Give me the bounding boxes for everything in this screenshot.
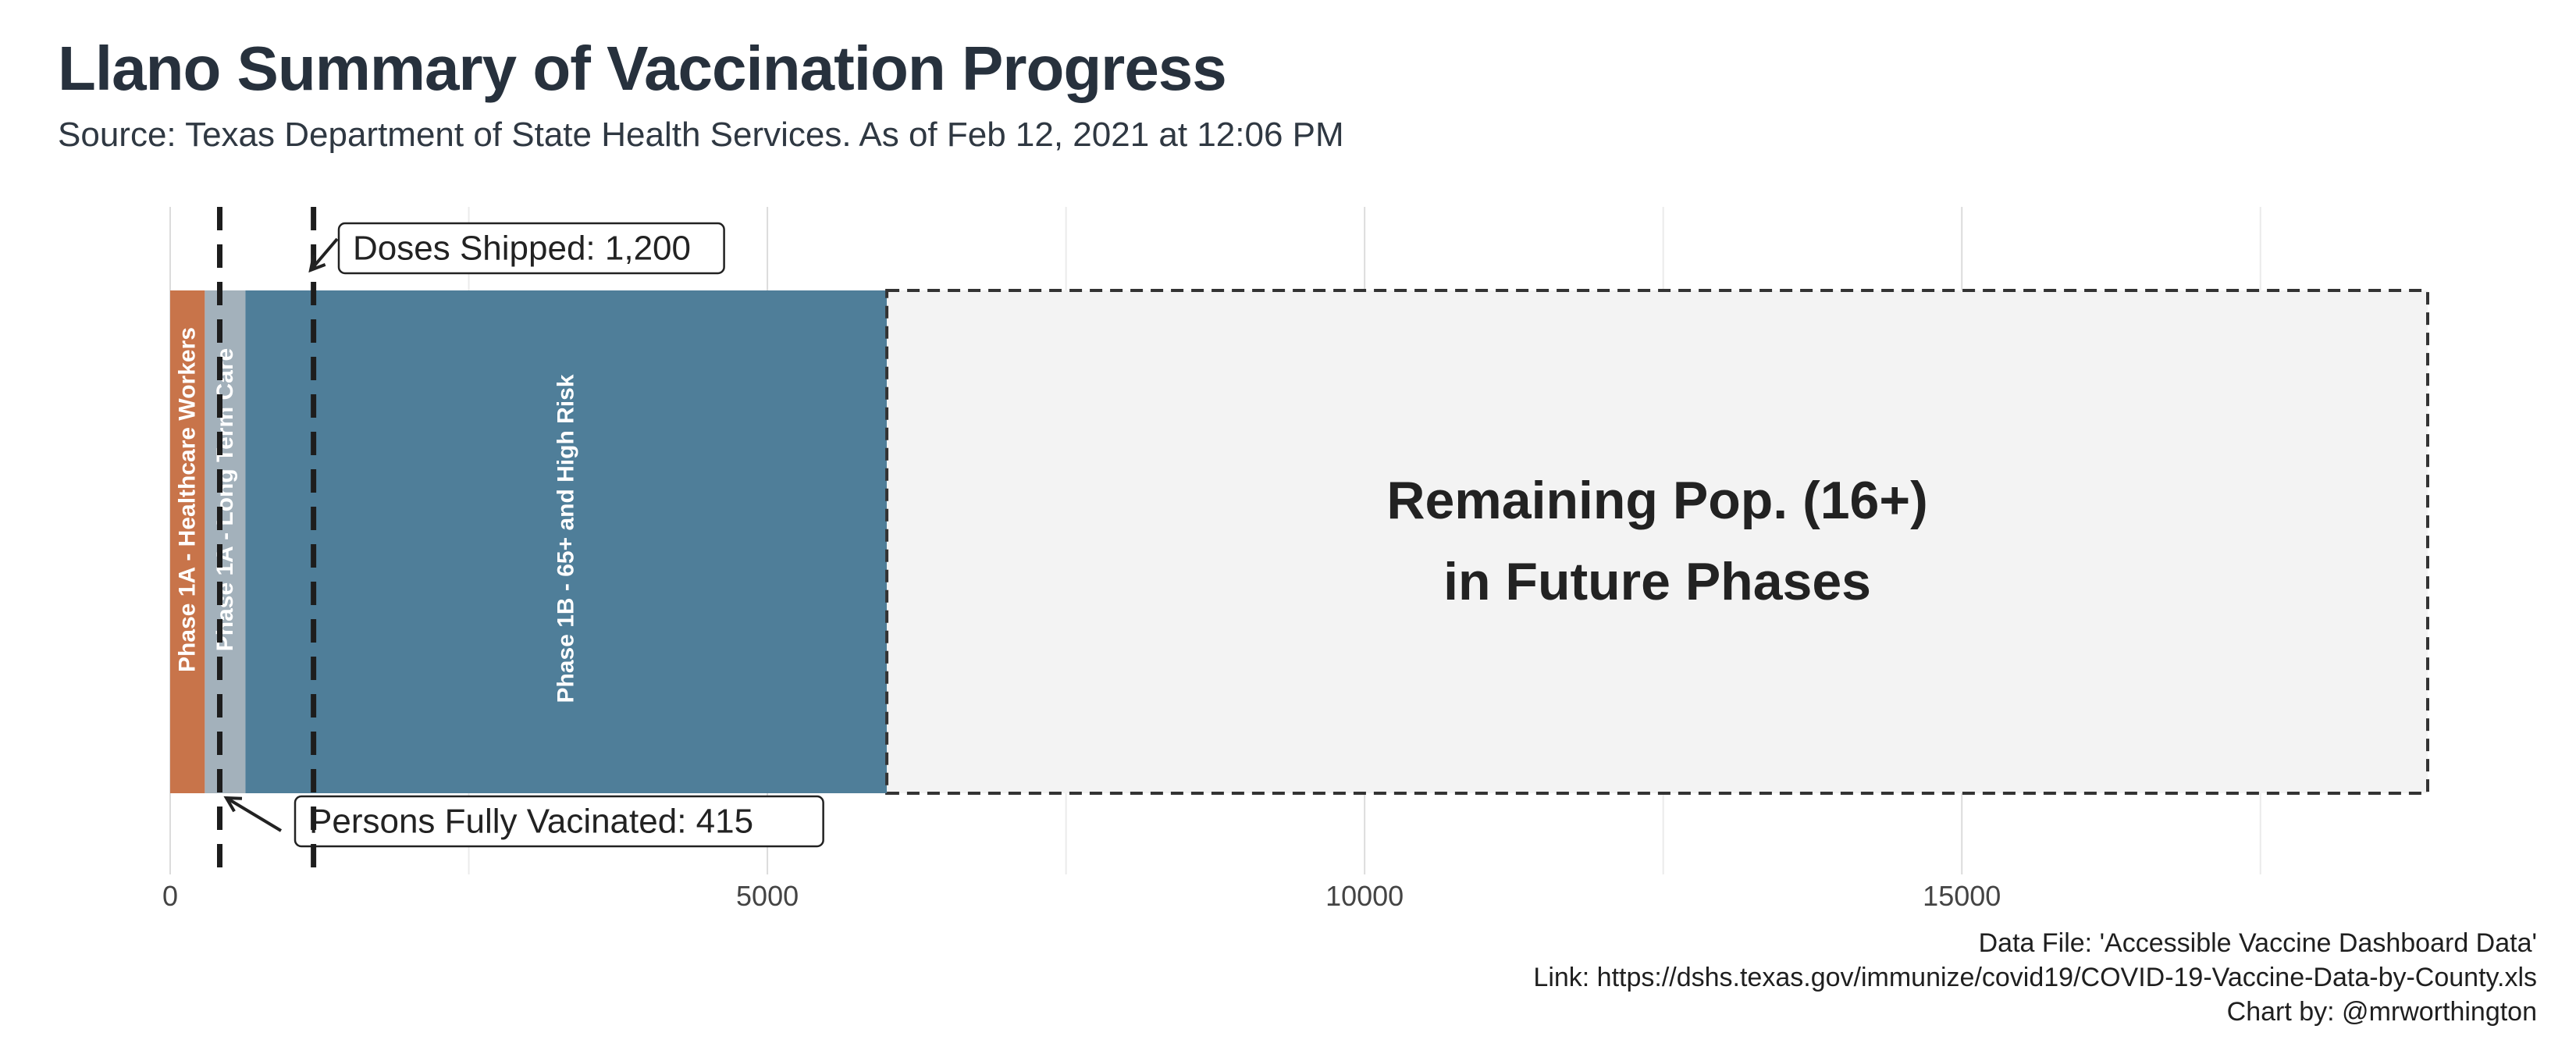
x-tick-label: 10000 bbox=[1325, 880, 1404, 912]
x-tick-label: 0 bbox=[162, 880, 178, 912]
reference-arrowhead bbox=[308, 255, 326, 273]
bar-segment-label-1: Phase 1A - Long Term Care bbox=[212, 348, 238, 651]
reference-label-box bbox=[294, 795, 824, 848]
x-tick-label: 5000 bbox=[736, 880, 799, 912]
credit-author: Chart by: @mrworthington bbox=[2226, 997, 2537, 1027]
bar-segment-1 bbox=[205, 290, 246, 793]
reference-lines: Persons Fully Vacinated: 415 Doses Shippe… bbox=[217, 207, 824, 874]
chart-credits: Data File: 'Accessible Vaccine Dashboard… bbox=[1533, 926, 2537, 1029]
bar-segment-2 bbox=[245, 290, 888, 793]
bar-segment-label-0: Phase 1A - Healthcare Workers bbox=[175, 327, 201, 672]
bar-segment-label-line: Remaining Pop. (16+) bbox=[1386, 471, 1927, 530]
chart-title: Llano Summary of Vaccination Progress bbox=[58, 34, 1227, 103]
x-axis-ticks: 0 5000 10000 15000 bbox=[162, 880, 2001, 912]
credit-data-file: Data File: 'Accessible Vaccine Dashboard… bbox=[1978, 928, 2537, 958]
x-tick-label: 15000 bbox=[1923, 880, 2001, 912]
chart-subtitle: Source: Texas Department of State Health… bbox=[58, 116, 1344, 154]
bar-segment-label-3: Remaining Pop. (16+) in Future Phases bbox=[1386, 471, 1927, 611]
reference-arrowhead bbox=[223, 796, 243, 813]
reference-label-box bbox=[337, 222, 725, 275]
reference-label: Persons Fully Vacinated: 415 bbox=[309, 803, 753, 841]
bar-segment-label-2: Phase 1B - 65+ and High Risk bbox=[553, 374, 579, 703]
reference-arrow bbox=[225, 796, 283, 832]
bar-segment-0 bbox=[170, 290, 205, 793]
bar-segment-label-line: in Future Phases bbox=[1443, 552, 1871, 611]
credit-link: Link: https://dshs.texas.gov/immunize/co… bbox=[1533, 963, 2537, 992]
reference-label: Doses Shipped: 1,200 bbox=[353, 230, 691, 268]
reference-arrow bbox=[309, 237, 339, 272]
bar-segment-3 bbox=[885, 289, 2429, 795]
vaccination-chart: Phase 1A - Healthcare Workers Phase 1A - … bbox=[162, 207, 2429, 912]
stacked-bar: Phase 1A - Healthcare Workers Phase 1A - … bbox=[170, 289, 2429, 795]
